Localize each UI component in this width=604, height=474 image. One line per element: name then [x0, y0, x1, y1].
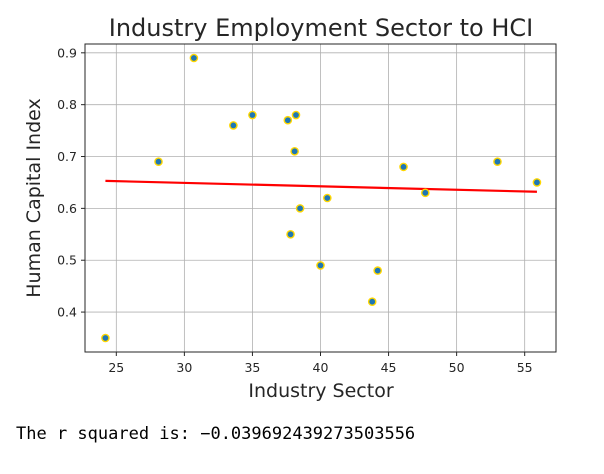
x-tick-label: 35: [244, 360, 260, 375]
scatter-point: [154, 157, 163, 167]
x-axis-label: Industry Sector: [248, 380, 393, 402]
y-axis-ticks: 0.4 0.5 0.6 0.7 0.8 0.9: [57, 45, 85, 320]
points-layer: [101, 53, 542, 343]
r-squared-output: The r squared is: −0.039692439273503556: [16, 424, 416, 444]
scatter-point: [286, 229, 295, 239]
scatter-point: [248, 110, 257, 120]
scatter-point: [229, 121, 238, 130]
scatter-point: [493, 157, 502, 167]
scatter-chart: Industry Employment Sector to HCI 25 30 35…: [23, 14, 557, 402]
scatter-point: [291, 110, 301, 120]
scatter-point: [283, 115, 293, 125]
scatter-point: [421, 188, 430, 198]
scatter-point: [316, 261, 325, 270]
grid: [85, 44, 556, 352]
y-axis-label: Human Capital Index: [23, 98, 45, 298]
y-tick-label: 0.9: [57, 45, 77, 60]
x-tick-label: 25: [108, 360, 124, 375]
y-tick-label: 0.8: [57, 97, 77, 112]
y-tick-label: 0.6: [57, 201, 77, 216]
regression-layer: [105, 179, 537, 193]
regression-line: [105, 179, 537, 193]
scatter-point: [367, 297, 377, 307]
scatter-point: [295, 204, 305, 213]
chart-title: Industry Employment Sector to HCI: [109, 14, 533, 42]
y-tick-label: 0.4: [57, 305, 77, 320]
scatter-point: [290, 147, 299, 156]
scatter-point: [373, 266, 382, 275]
y-tick-label: 0.7: [57, 149, 77, 164]
x-tick-label: 45: [381, 360, 397, 375]
x-tick-label: 40: [313, 360, 329, 375]
y-tick-label: 0.5: [57, 253, 77, 268]
x-tick-label: 55: [517, 360, 533, 375]
x-tick-label: 30: [176, 360, 192, 375]
scatter-point: [532, 178, 542, 187]
scatter-point: [189, 53, 199, 63]
x-tick-label: 50: [449, 360, 465, 375]
scatter-point: [101, 333, 110, 343]
x-axis-ticks: 25 30 35 40 45 50 55: [108, 352, 533, 375]
scatter-point: [323, 193, 332, 203]
scatter-point: [399, 162, 408, 172]
